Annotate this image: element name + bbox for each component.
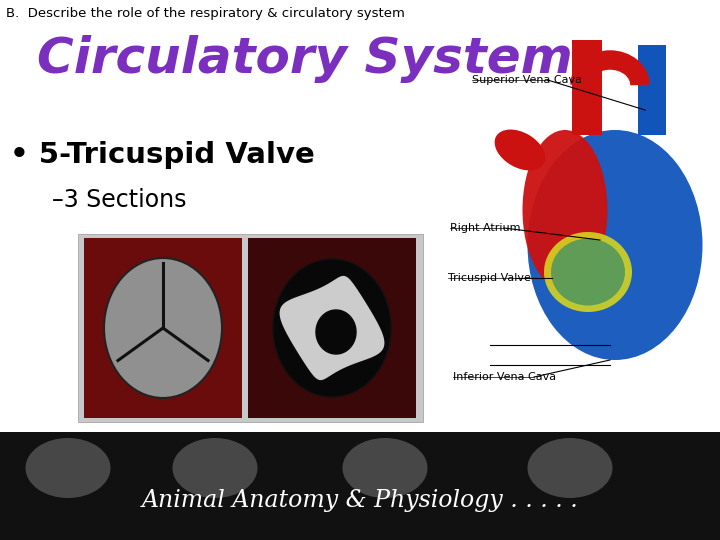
Ellipse shape [25, 438, 110, 498]
Bar [84, 238, 242, 418]
Polygon shape [280, 276, 384, 380]
Bar [248, 238, 416, 418]
Ellipse shape [495, 130, 545, 171]
Ellipse shape [173, 438, 258, 498]
Ellipse shape [551, 239, 625, 306]
Text: Circulatory System: Circulatory System [37, 35, 573, 83]
Ellipse shape [104, 258, 222, 398]
Bar [0, 432, 720, 540]
Bar [638, 45, 666, 135]
Text: Animal Anatomy & Physiology . . . . .: Animal Anatomy & Physiology . . . . . [142, 489, 578, 511]
Ellipse shape [523, 130, 608, 290]
Text: Tricuspid Valve: Tricuspid Valve [448, 273, 531, 283]
Ellipse shape [528, 130, 703, 360]
Text: B.  Describe the role of the respiratory & circulatory system: B. Describe the role of the respiratory … [6, 7, 405, 20]
Ellipse shape [528, 438, 613, 498]
Bar [572, 40, 602, 135]
Ellipse shape [273, 259, 391, 397]
Bar [78, 234, 423, 422]
Text: Superior Vena Cava: Superior Vena Cava [472, 75, 582, 85]
Ellipse shape [343, 438, 428, 498]
Text: • 5-Tricuspid Valve: • 5-Tricuspid Valve [10, 141, 315, 169]
Ellipse shape [544, 232, 632, 312]
Text: –3 Sections: –3 Sections [52, 188, 186, 212]
Polygon shape [316, 310, 356, 354]
Text: Right Atrium: Right Atrium [450, 223, 521, 233]
Text: Inferior Vena Cava: Inferior Vena Cava [453, 372, 556, 382]
